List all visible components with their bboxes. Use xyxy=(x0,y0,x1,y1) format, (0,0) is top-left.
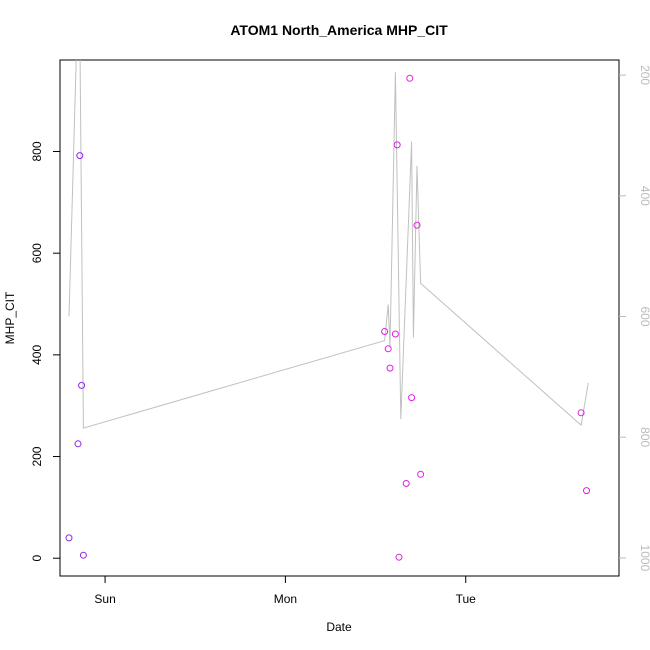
data-point xyxy=(577,409,585,417)
data-point xyxy=(74,440,82,448)
y-axis-left: 0 200 400 600 800 xyxy=(30,141,60,562)
y-tick-label-left: 800 xyxy=(30,141,44,161)
x-tick-label: Mon xyxy=(274,592,297,606)
data-point xyxy=(583,487,590,495)
y-tick-label-left: 200 xyxy=(30,446,44,466)
x-tick-label: Tue xyxy=(456,592,477,606)
x-axis: Sun Mon Tue xyxy=(94,576,476,606)
y-tick-label-right: 800 xyxy=(638,427,650,447)
y-axis-right: 200 400 600 800 1000 xyxy=(619,65,650,572)
data-point xyxy=(391,330,399,338)
data-point xyxy=(393,141,401,149)
chart-title: ATOM1 North_America MHP_CIT xyxy=(230,22,448,38)
data-point xyxy=(408,394,416,402)
data-point xyxy=(395,553,403,561)
y-tick-label-left: 400 xyxy=(30,345,44,365)
x-axis-label: Date xyxy=(326,620,352,634)
series-line xyxy=(68,60,589,429)
x-tick-label: Sun xyxy=(94,592,115,606)
data-point xyxy=(413,221,421,229)
y-tick-label-right: 400 xyxy=(638,186,650,206)
data-point xyxy=(384,345,392,353)
y-tick-label-right: 600 xyxy=(638,306,650,326)
y-tick-label-left: 0 xyxy=(30,555,44,562)
data-point xyxy=(76,152,84,160)
y-tick-label-right: 1000 xyxy=(638,545,650,572)
data-point xyxy=(79,551,87,559)
data-point xyxy=(402,480,410,487)
points-layer xyxy=(65,74,590,561)
data-point xyxy=(406,74,414,82)
data-point xyxy=(65,534,73,542)
plot-frame xyxy=(59,59,620,577)
data-point xyxy=(417,470,425,478)
data-point xyxy=(381,328,389,335)
data-point xyxy=(78,381,86,389)
line-layer xyxy=(68,60,589,429)
data-point xyxy=(386,364,394,372)
y-tick-label-left: 600 xyxy=(30,243,44,263)
y-tick-label-right: 200 xyxy=(638,65,650,85)
y-axis-label: MHP_CIT xyxy=(3,291,17,344)
